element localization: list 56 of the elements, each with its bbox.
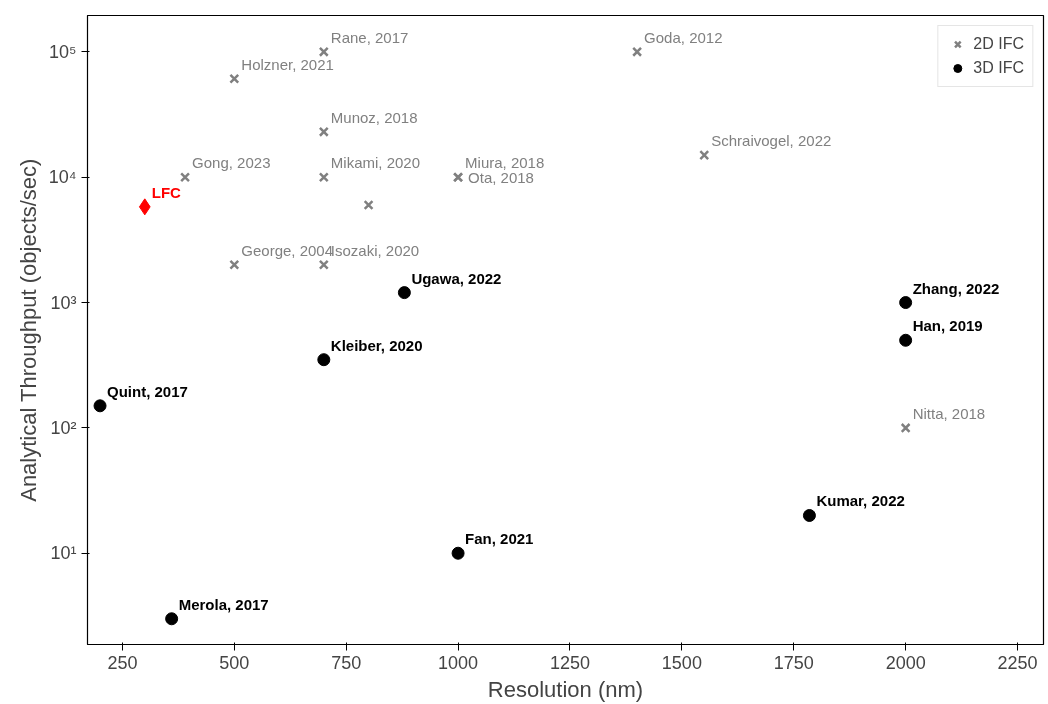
annotation: LFC (151, 183, 182, 201)
point (363, 199, 374, 211)
point (631, 46, 643, 57)
x-tick-label: 2000 (885, 652, 926, 673)
annotation: Goda, 2012 (644, 28, 723, 46)
point (318, 172, 329, 183)
point (318, 259, 329, 270)
annotation: Rane, 2017 (330, 28, 409, 46)
point (229, 259, 240, 270)
y-tick-label: 10⁴ (48, 167, 77, 188)
y-tick-label: 10² (50, 417, 77, 438)
annotation: Ugawa, 2022 (411, 269, 502, 287)
y-axis-title: Analytical Throughput (objects/sec) (15, 158, 41, 502)
x-tick-label: 1000 (438, 652, 479, 673)
point (899, 296, 913, 310)
x-axis-title: Resolution (nm) (487, 676, 644, 702)
point (900, 422, 911, 434)
annotation: Kleiber, 2020 (330, 336, 423, 354)
point (138, 198, 151, 216)
x-tick-label: 2250 (997, 652, 1038, 673)
point (179, 172, 191, 183)
annotation: Mikami, 2020 (330, 154, 421, 172)
point (93, 399, 107, 413)
annotation: Fan, 2021 (465, 530, 534, 548)
point (318, 46, 329, 57)
y-tick-label: 10¹ (50, 543, 77, 564)
annotation: Holzner, 2021 (241, 55, 334, 73)
annotation: Merola, 2017 (178, 595, 269, 613)
point (229, 73, 240, 84)
legend-label: 3D IFC (973, 59, 1024, 77)
point (397, 286, 411, 300)
x-tick-label: 1500 (661, 652, 702, 673)
annotation: Kumar, 2022 (816, 492, 905, 510)
point (317, 353, 331, 367)
point (318, 126, 329, 137)
point (699, 149, 710, 161)
point (451, 546, 465, 560)
annotation: Munoz, 2018 (330, 108, 418, 126)
x-tick-label: 500 (219, 652, 250, 673)
annotation: Zhang, 2022 (912, 279, 1000, 297)
x-tick-label: 250 (107, 652, 138, 673)
point (802, 509, 816, 522)
point (165, 612, 179, 626)
legend-label: 2D IFC (973, 35, 1024, 53)
x-tick-label: 750 (331, 652, 362, 673)
annotation: George, 2004 (241, 241, 334, 259)
annotation: Nitta, 2018 (912, 404, 986, 422)
annotation: Han, 2019 (912, 317, 983, 335)
x-tick-label: 1250 (549, 652, 590, 673)
annotation: Quint, 2017 (107, 382, 188, 400)
point (899, 333, 913, 347)
y-tick-label: 10³ (50, 292, 77, 313)
y-tick-label: 10⁵ (49, 41, 77, 62)
annotation: Gong, 2023 (192, 154, 271, 172)
x-tick-label: 1750 (773, 652, 814, 673)
annotation: Schraivogel, 2022 (711, 132, 832, 150)
